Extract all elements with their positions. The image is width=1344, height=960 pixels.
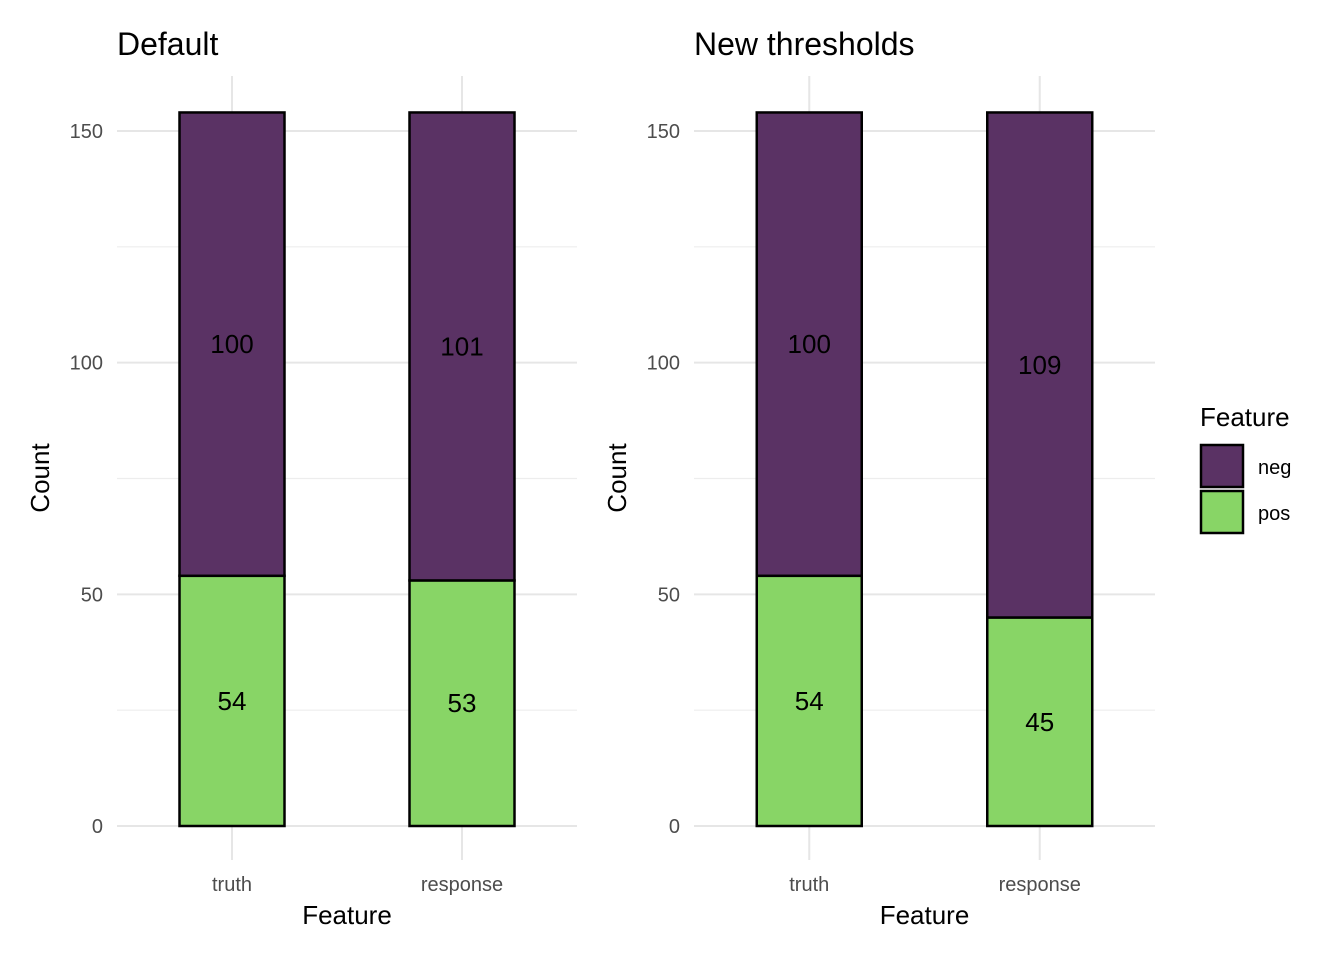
chart-panel-1: 54 100 45 109 0 50 100 150 truth response Feature C…	[602, 26, 1155, 930]
legend-label-neg: neg	[1258, 457, 1291, 479]
legend-swatch-neg	[1199, 443, 1245, 489]
legend-label-pos: pos	[1258, 503, 1290, 525]
panel-title: Default	[117, 26, 219, 62]
legend: Feature neg pos	[1199, 402, 1291, 535]
bar-neg-truth	[755, 111, 863, 578]
y-tick-label: 100	[647, 353, 680, 375]
bar-label-neg-response: 109	[1018, 350, 1061, 380]
x-tick-label: response	[999, 874, 1081, 896]
bar-label-neg-response: 101	[440, 331, 483, 361]
bar-neg-response	[986, 111, 1094, 619]
x-tick-label: truth	[212, 874, 252, 896]
x-tick-label: truth	[789, 874, 829, 896]
x-axis-title: Feature	[880, 900, 970, 930]
y-axis-title: Count	[602, 443, 632, 513]
bar-pos-truth	[178, 574, 286, 828]
bar-label-neg-truth: 100	[788, 329, 831, 359]
y-tick-label: 0	[669, 816, 680, 838]
y-tick-label: 50	[658, 584, 680, 606]
legend-title: Feature	[1200, 402, 1290, 432]
legend-swatch-pos	[1199, 489, 1245, 535]
bar-label-pos-response: 45	[1025, 707, 1054, 737]
y-axis-title: Count	[25, 443, 55, 513]
y-tick-label: 0	[92, 816, 103, 838]
y-tick-label: 100	[70, 353, 103, 375]
bar-pos-truth	[755, 574, 863, 828]
y-tick-label: 150	[70, 121, 103, 143]
x-axis-title: Feature	[302, 900, 392, 930]
y-tick-label: 150	[647, 121, 680, 143]
panel-title: New thresholds	[694, 26, 915, 62]
chart-panel-0: 54 100 53 101 0 50 100 150 truth response Feature C…	[25, 26, 577, 930]
bar-neg-truth	[178, 111, 286, 578]
bar-label-pos-truth: 54	[795, 686, 824, 716]
bar-label-pos-truth: 54	[218, 686, 247, 716]
bar-pos-response	[986, 616, 1094, 828]
bar-label-pos-response: 53	[448, 688, 477, 718]
bar-label-neg-truth: 100	[210, 329, 253, 359]
x-tick-label: response	[421, 874, 503, 896]
y-tick-label: 50	[81, 584, 103, 606]
bar-neg-response	[408, 111, 516, 582]
